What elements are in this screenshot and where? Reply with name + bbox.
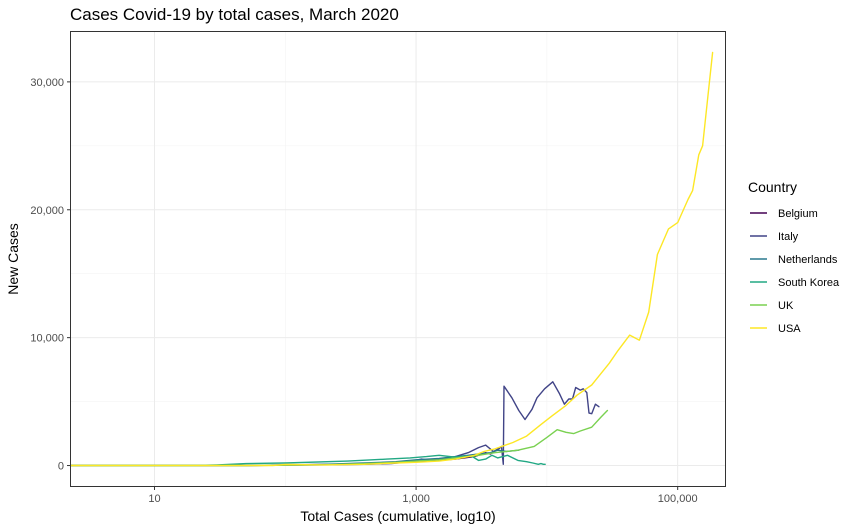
legend-items: Belgium Italy Netherlands South Korea UK USA <box>750 208 840 335</box>
y-tick-label: 0 <box>58 461 64 473</box>
y-axis-title: New Cases <box>5 223 21 295</box>
y-tick-label: 30,000 <box>30 77 64 89</box>
legend-title: Country <box>748 179 797 195</box>
minor-gridlines <box>71 32 725 486</box>
legend-label: South Korea <box>778 277 840 289</box>
series-line-uk <box>70 409 609 467</box>
legend-label: UK <box>778 300 794 312</box>
legend-label: Italy <box>778 231 799 243</box>
x-axis: 10 1,000 100,000 <box>148 486 698 505</box>
x-tick-label: 1,000 <box>402 493 430 505</box>
legend-label: USA <box>778 323 801 335</box>
legend: Country Belgium Italy Netherlands South Kor… <box>748 179 840 335</box>
y-tick-label: 20,000 <box>30 205 64 217</box>
legend-label: Netherlands <box>778 254 838 266</box>
x-tick-label: 100,000 <box>658 493 698 505</box>
plot-panel <box>70 31 726 487</box>
y-tick-label: 10,000 <box>30 333 64 345</box>
series-lines <box>70 51 714 467</box>
x-tick-label: 10 <box>148 493 160 505</box>
x-axis-title: Total Cases (cumulative, log10) <box>300 508 495 524</box>
series-line-italy <box>70 381 600 467</box>
chart-title: Cases Covid-19 by total cases, March 202… <box>70 5 399 24</box>
legend-label: Belgium <box>778 208 818 220</box>
major-gridlines <box>71 32 725 486</box>
series-line-usa <box>70 51 714 467</box>
y-axis: 0 10,000 20,000 30,000 <box>30 77 71 473</box>
